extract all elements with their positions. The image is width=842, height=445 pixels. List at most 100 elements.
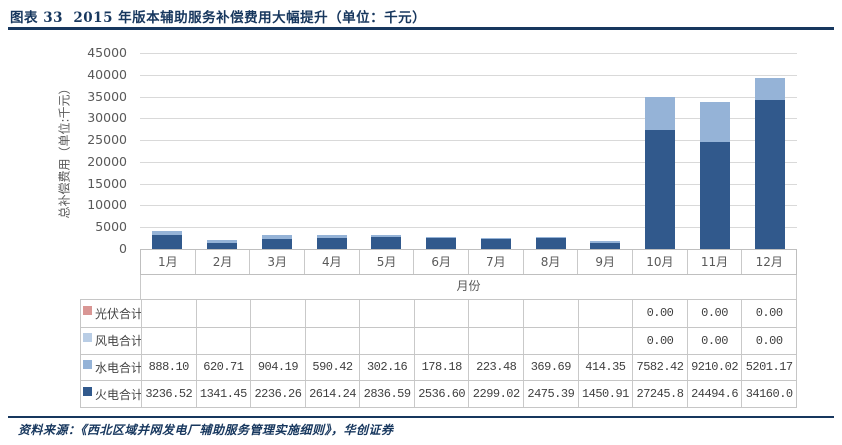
table-value-cell: 3236.52 <box>141 381 196 407</box>
legend-cell-hydro: 水电合计 <box>81 355 141 381</box>
bar-segment-thermal <box>535 238 566 249</box>
table-value-cell: 27245.8 <box>632 381 687 407</box>
bar-segment-thermal <box>316 237 347 249</box>
gridline <box>140 96 797 98</box>
bar-segment-hydro <box>590 240 621 243</box>
table-value-cell: 2236.26 <box>250 381 305 407</box>
table-value-cell: 7582.42 <box>632 354 687 381</box>
legend-label: 水电合计 <box>95 360 141 375</box>
x-axis-label: 1月 <box>158 255 178 269</box>
table-value-cell: 0.00 <box>686 300 742 327</box>
table-value-cell: 1450.91 <box>577 381 633 407</box>
table-value-cell <box>195 327 251 354</box>
table-value-cell: 2299.02 <box>468 381 523 407</box>
bar-segment-thermal <box>754 100 785 249</box>
table-value-cell: 9210.02 <box>686 354 742 381</box>
table-value-cell <box>413 327 469 354</box>
table-value-cell: 414.35 <box>577 354 633 381</box>
gridline <box>140 161 797 163</box>
gridline <box>140 227 797 229</box>
table-value-cell <box>523 327 578 354</box>
legend-cell-solar: 光伏合计 <box>81 300 141 327</box>
table-value-cell: 1341.45 <box>195 381 251 407</box>
table-value-cell: 178.18 <box>413 354 469 381</box>
gridline <box>140 140 797 142</box>
x-axis-label: 11月 <box>686 250 742 274</box>
table-value-cell <box>359 327 414 354</box>
table-value-cell: 0.00 <box>741 300 796 327</box>
bar-segment-thermal <box>645 130 676 249</box>
table-value-cell: 0.00 <box>741 327 796 354</box>
y-tick-label: 5000 <box>95 219 127 235</box>
table-value-cell: 0.00 <box>686 327 742 354</box>
table-value-cell <box>523 300 578 327</box>
table-value-cell: 302.16 <box>359 354 414 381</box>
table-value-cell: 590.42 <box>304 354 360 381</box>
bar-segment-thermal <box>699 142 730 249</box>
bar-segment-hydro <box>207 240 238 244</box>
table-value-cell <box>141 327 196 354</box>
table-value-cell: 24494.6 <box>686 381 742 407</box>
table-value-cell: 2475.39 <box>523 381 578 407</box>
y-tick-label: 10000 <box>87 197 127 213</box>
bar-segment-hydro <box>426 237 457 238</box>
bar-segment-thermal <box>152 234 183 249</box>
table-value-cell: 2614.24 <box>304 381 360 407</box>
legend-swatch-icon <box>83 359 92 369</box>
legend-cell-wind: 风电合计 <box>81 328 141 354</box>
table-value-cell <box>304 300 360 327</box>
table-value-cell <box>195 300 251 327</box>
bar-segment-hydro <box>480 238 511 239</box>
table-value-cell <box>304 327 360 354</box>
bar-segment-thermal <box>480 239 511 249</box>
x-axis-labels-row: 1月 2月 3月 4月 5月 6月 7月 8月 9月 10月 11月 12月 <box>140 249 797 275</box>
y-tick-label: 45000 <box>87 45 127 60</box>
table-row-solar: 光伏合计 0.00 0.00 0.00 <box>81 300 796 327</box>
x-axis-title-label: 月份 <box>456 279 481 293</box>
bar-segment-thermal <box>590 242 621 249</box>
table-value-cell <box>141 300 196 327</box>
gridline <box>140 53 797 54</box>
y-tick-label: 35000 <box>87 88 127 104</box>
footer-rule <box>8 416 834 418</box>
bar-segment-hydro <box>699 102 730 143</box>
gridline <box>140 183 797 185</box>
table-value-cell <box>250 300 305 327</box>
table-value-cell: 34160.0 <box>741 381 796 407</box>
table-value-cell <box>413 300 469 327</box>
y-tick-label: 15000 <box>87 175 127 191</box>
x-axis-label: 8月 <box>522 250 578 274</box>
bar-segment-hydro <box>535 236 566 239</box>
table-value-cell: 620.71 <box>195 354 251 381</box>
table-value-cell: 0.00 <box>632 300 687 327</box>
bar-segment-hydro <box>645 97 676 131</box>
x-axis-title: 月份 <box>140 275 797 299</box>
table-value-cell: 0.00 <box>632 327 687 354</box>
table-value-cell <box>359 300 414 327</box>
title-rule <box>8 27 834 30</box>
legend-label: 风电合计 <box>95 334 141 349</box>
x-axis-label: 7月 <box>468 250 523 274</box>
table-value-cell: 5201.17 <box>741 354 796 381</box>
table-value-cell: 888.10 <box>141 354 196 381</box>
bar-segment-hydro <box>152 231 183 235</box>
plot-area <box>140 53 797 249</box>
x-axis-label: 3月 <box>249 250 304 274</box>
gridline <box>140 118 797 120</box>
legend-cell-thermal: 火电合计 <box>81 381 141 407</box>
table-value-cell: 904.19 <box>250 354 305 381</box>
gridline <box>140 205 797 207</box>
table-value-cell <box>577 327 633 354</box>
chart-data-table: 光伏合计 0.00 0.00 0.00 风电合计 0.00 0.00 0.00 水电合计 888.… <box>80 299 797 408</box>
bar-segment-thermal <box>207 243 238 249</box>
legend-label: 火电合计 <box>95 387 141 402</box>
x-axis-label: 6月 <box>413 250 468 274</box>
y-tick-label: 0 <box>119 241 127 256</box>
bar-segment-thermal <box>426 237 457 249</box>
table-value-cell: 2536.60 <box>413 381 469 407</box>
x-axis-label: 4月 <box>304 250 359 274</box>
y-tick-label: 30000 <box>87 110 127 126</box>
legend-label: 光伏合计 <box>95 306 141 321</box>
bar-segment-hydro <box>754 77 785 101</box>
